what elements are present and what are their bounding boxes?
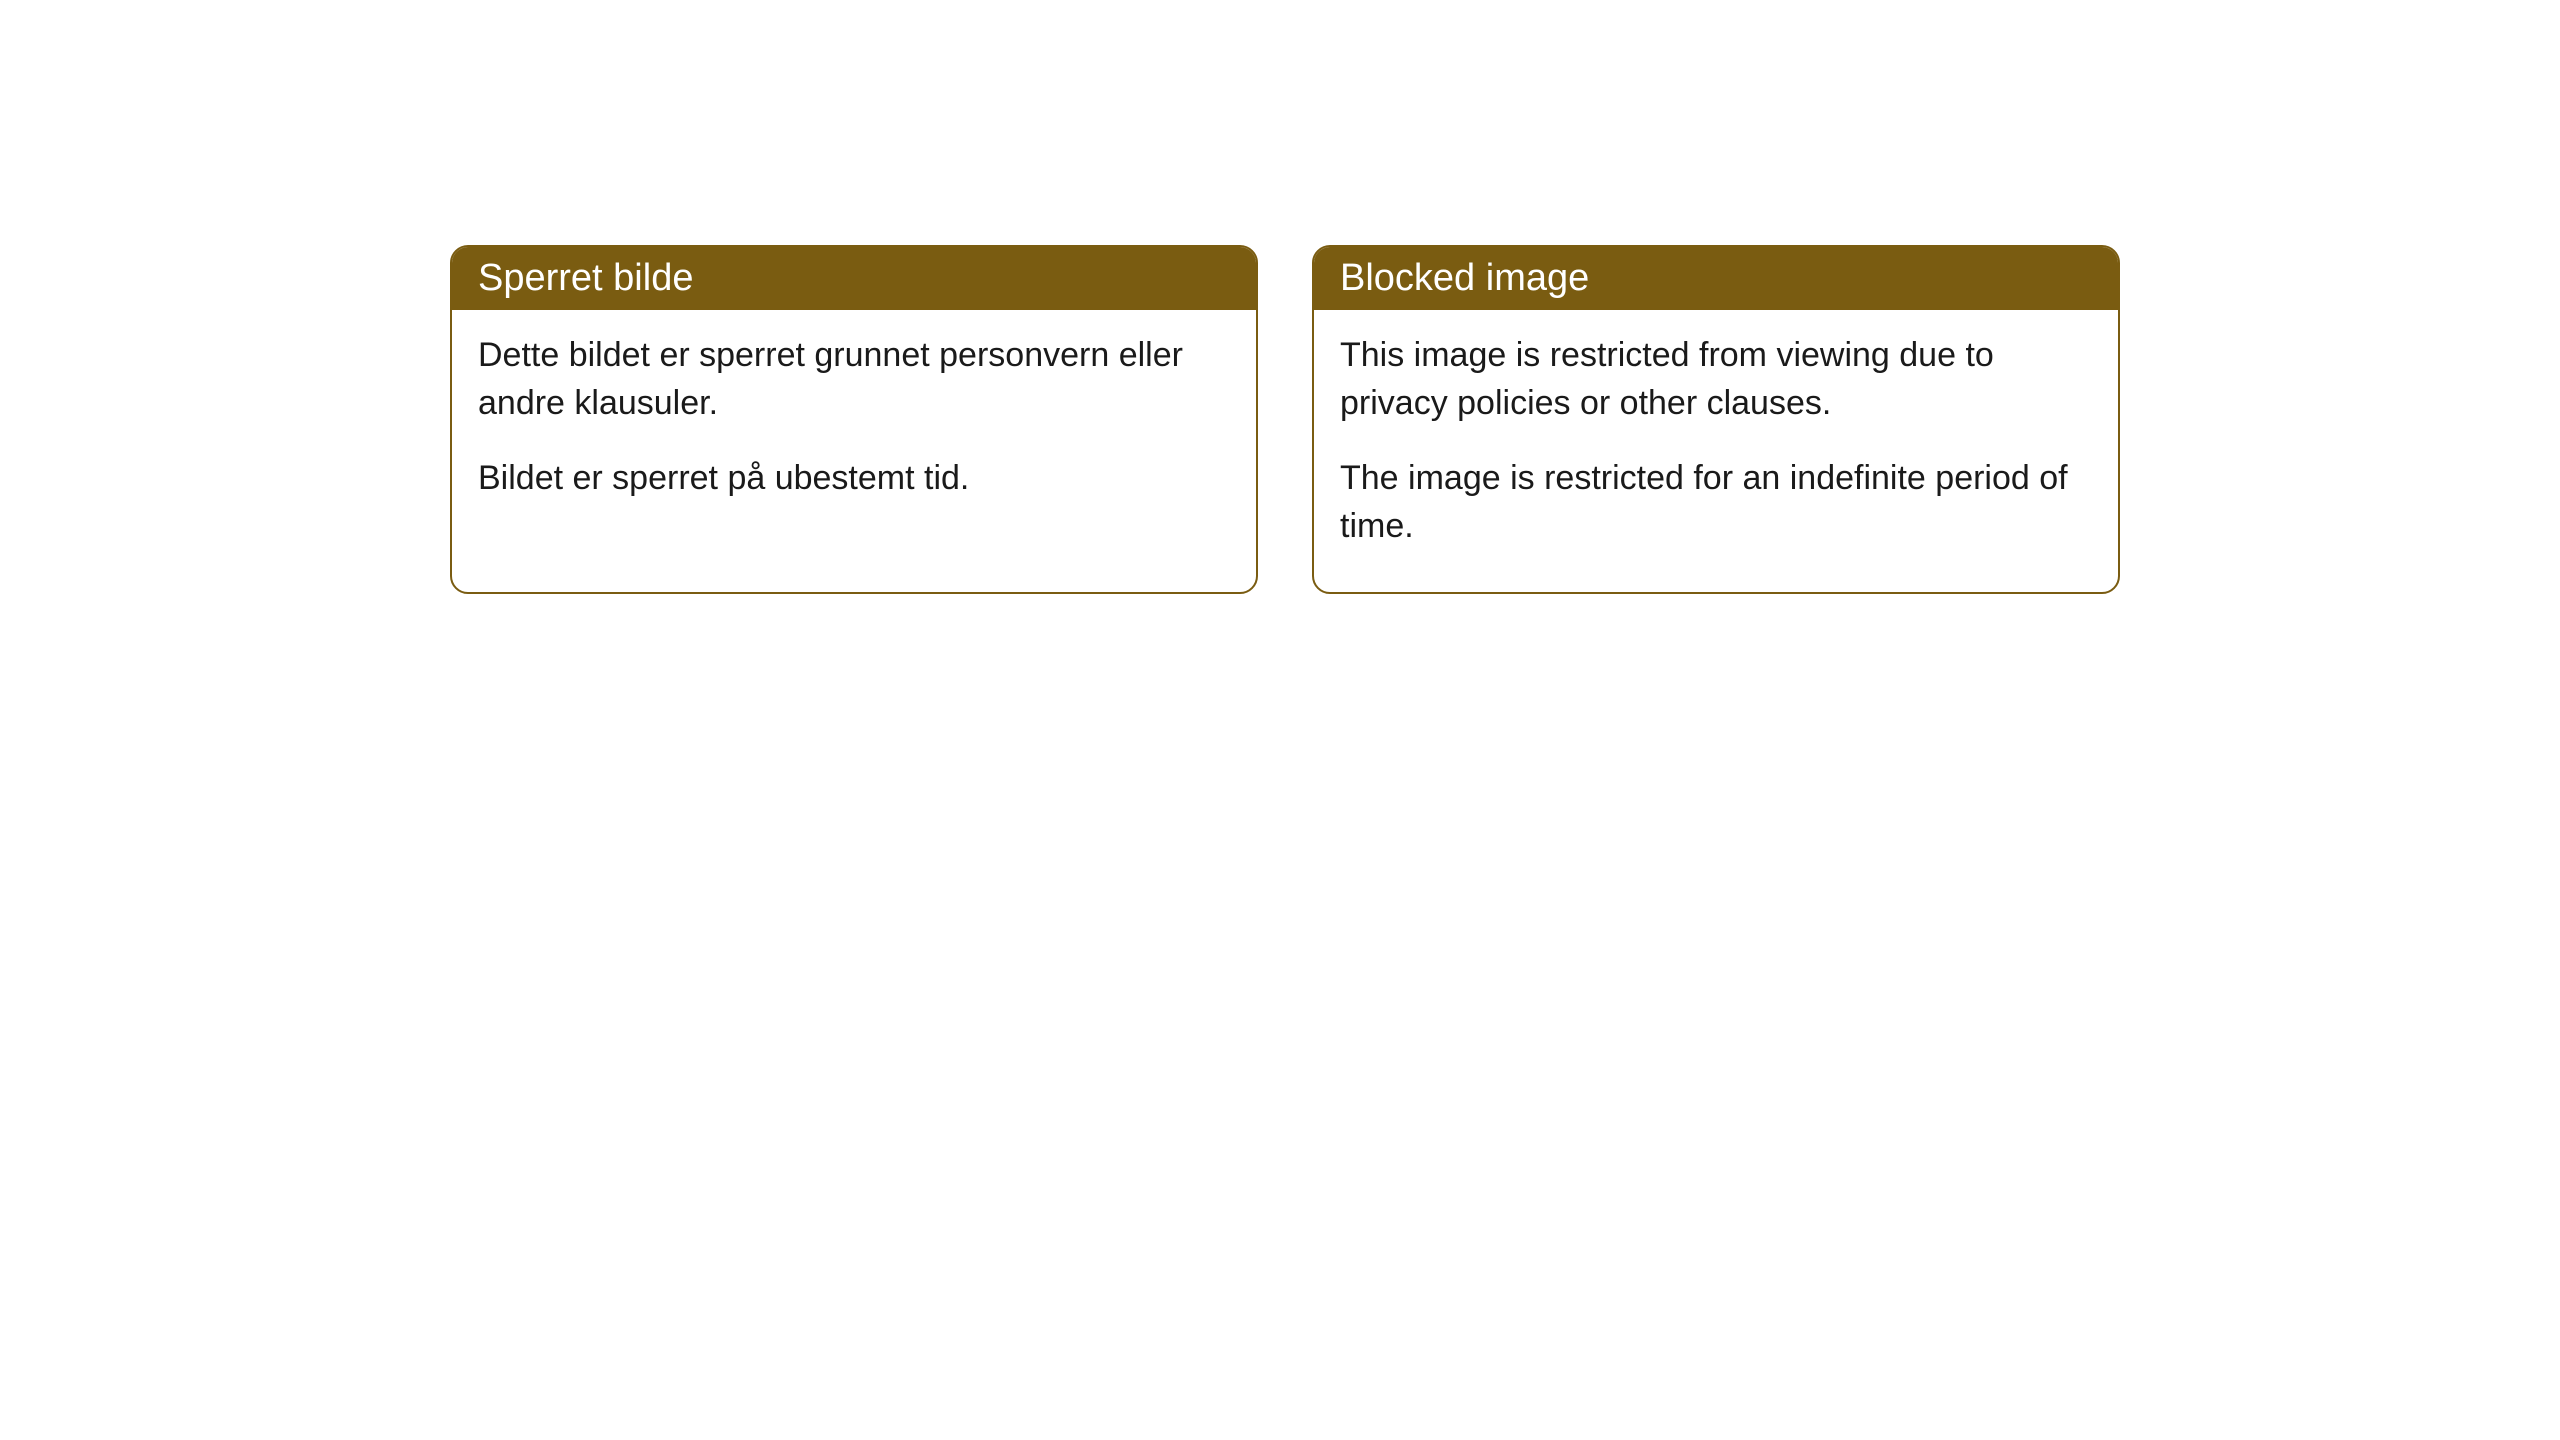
card-paragraph-2: Bildet er sperret på ubestemt tid. <box>478 455 1230 503</box>
card-header: Blocked image <box>1314 247 2118 310</box>
notice-cards-container: Sperret bilde Dette bildet er sperret gr… <box>450 245 2120 594</box>
notice-card-norwegian: Sperret bilde Dette bildet er sperret gr… <box>450 245 1258 594</box>
card-body: This image is restricted from viewing du… <box>1314 310 2118 592</box>
card-paragraph-1: This image is restricted from viewing du… <box>1340 332 2092 427</box>
card-title: Blocked image <box>1340 257 1589 299</box>
card-paragraph-2: The image is restricted for an indefinit… <box>1340 455 2092 550</box>
notice-card-english: Blocked image This image is restricted f… <box>1312 245 2120 594</box>
card-header: Sperret bilde <box>452 247 1256 310</box>
card-body: Dette bildet er sperret grunnet personve… <box>452 310 1256 545</box>
card-title: Sperret bilde <box>478 257 693 299</box>
card-paragraph-1: Dette bildet er sperret grunnet personve… <box>478 332 1230 427</box>
